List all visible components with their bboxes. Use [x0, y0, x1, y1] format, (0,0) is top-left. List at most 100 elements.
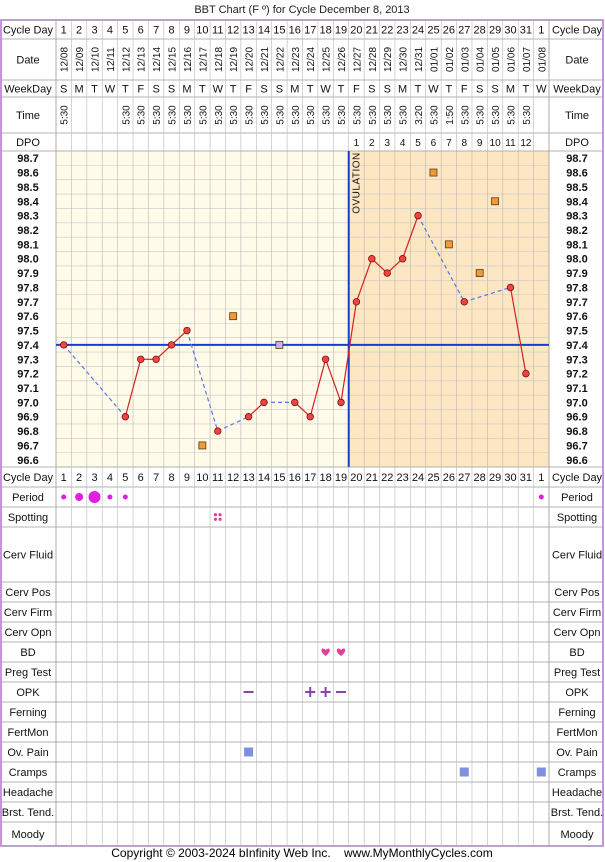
cycle-day-number: 27: [458, 25, 470, 37]
temp-axis-label-left: 97.6: [17, 311, 38, 323]
cycle-day-number: 7: [153, 25, 159, 37]
time-cell: 5:30: [383, 105, 394, 125]
time-cell: 5:30: [460, 105, 471, 125]
time-cell: 5:30: [60, 105, 71, 125]
dpo-cell: 7: [446, 138, 452, 149]
cycle-day-number: 15: [273, 25, 285, 37]
row-label-cycle-day-left: Cycle Day: [3, 25, 54, 37]
temp-axis-label-right: 97.4: [566, 340, 588, 352]
copyright-footer: Copyright © 2003-2024 bInfinity Web Inc.…: [111, 846, 492, 860]
symptom-label-left: Cramps: [9, 767, 48, 779]
cycle-day-number: 12: [227, 25, 239, 37]
symptom-label-left: Ov. Pain: [7, 747, 48, 759]
weekday-cell: S: [368, 84, 375, 96]
temp-axis-label-right: 97.3: [566, 354, 587, 366]
temp-gap-segment: [464, 286, 511, 303]
temp-axis-label-left: 97.0: [17, 397, 38, 409]
period-dot: [538, 494, 544, 500]
cycle-day-number-bottom: 31: [520, 472, 532, 484]
temp-point: [383, 269, 391, 277]
temp-axis-label-left: 98.3: [17, 211, 38, 223]
discarded-temp-point: [198, 441, 207, 450]
weekday-cell: M: [398, 84, 407, 96]
weekday-cell: F: [461, 84, 468, 96]
weekday-cell: W: [320, 84, 331, 96]
symptom-label-right: Ferning: [558, 707, 595, 719]
time-cell: 5:30: [368, 105, 379, 125]
time-cell: 5:30: [214, 105, 225, 125]
temp-point: [337, 398, 345, 407]
weekday-cell: M: [506, 84, 515, 96]
symptom-label-left: Brst. Tend.: [2, 807, 54, 819]
date-cell: 12/10: [91, 47, 102, 72]
temp-axis-label-right: 97.0: [566, 397, 587, 409]
time-cell: 5:30: [399, 105, 410, 125]
weekday-cell: M: [290, 84, 299, 96]
weekday-cell: M: [182, 84, 191, 96]
weekday-cell: S: [491, 84, 498, 96]
weekday-cell: W: [105, 84, 116, 96]
temp-axis-label-right: 97.7: [566, 297, 587, 309]
symptom-label-left: Cerv Opn: [4, 627, 51, 639]
temp-point: [522, 369, 530, 378]
cycle-day-number: 21: [366, 25, 378, 37]
temp-gap-segment: [186, 330, 219, 432]
spotting-dot: [218, 517, 222, 521]
symptom-label-right: Cerv Pos: [554, 587, 600, 599]
temp-axis-label-right: 97.8: [566, 282, 587, 294]
cycle-day-number: 9: [184, 25, 190, 37]
date-cell: 12/08: [60, 47, 71, 72]
cycle-day-number: 11: [212, 25, 223, 37]
discarded-temp-point: [491, 197, 499, 206]
dpo-cell: 11: [505, 138, 516, 149]
date-cell: 12/12: [121, 47, 132, 72]
weekday-cell: F: [353, 84, 360, 96]
symptom-label-left: Period: [12, 492, 44, 504]
cycle-day-number-bottom: 1: [538, 472, 544, 484]
temp-axis-label-right: 98.2: [566, 225, 587, 237]
weekday-cell: T: [122, 84, 129, 96]
weekday-cell: F: [137, 84, 144, 96]
date-cell: 12/31: [414, 47, 425, 72]
temp-axis-label-right: 96.6: [566, 455, 587, 467]
cycle-day-number: 22: [381, 25, 393, 37]
time-cell: 5:30: [198, 105, 209, 125]
cycle-day-number: 26: [443, 25, 455, 37]
temp-gap-segment: [217, 416, 249, 432]
cycle-day-number: 14: [258, 25, 270, 37]
dpo-cell: 2: [369, 138, 375, 149]
temp-point: [214, 427, 222, 435]
cycle-day-number-bottom: 20: [350, 472, 362, 484]
temp-axis-label-right: 98.4: [566, 196, 588, 208]
temp-point: [506, 283, 515, 292]
cycle-day-number: 18: [319, 25, 331, 37]
cycle-day-number-bottom: 14: [258, 472, 270, 484]
date-cell: 01/01: [429, 47, 440, 72]
symptom-label-left: FertMon: [8, 727, 49, 739]
period-dot: [75, 493, 84, 501]
weekday-cell: W: [536, 84, 547, 96]
date-cell: 12/30: [399, 47, 410, 72]
time-cell: 5:30: [506, 105, 517, 125]
temp-axis-label-left: 97.5: [17, 326, 38, 338]
cycle-day-number-bottom: 18: [319, 472, 331, 484]
discarded-temp-point: [475, 269, 484, 277]
temp-axis-label-left: 98.6: [17, 168, 38, 180]
temp-segment: [340, 301, 358, 403]
row-label-weekday-left: WeekDay: [4, 84, 52, 96]
dpo-cell: 6: [431, 138, 437, 149]
temp-axis-label-left: 97.2: [17, 369, 38, 381]
temp-axis-label-left: 97.1: [17, 383, 38, 395]
date-cell: 12/20: [245, 47, 256, 72]
date-cell: 12/16: [183, 47, 194, 72]
cycle-day-number: 6: [138, 25, 144, 37]
spotting-dot: [213, 513, 218, 517]
dpo-cell: 8: [461, 138, 467, 149]
cramps-mark: [459, 767, 469, 777]
cycle-day-number-bottom: 8: [168, 472, 174, 484]
date-cell: 12/26: [337, 47, 348, 72]
symptom-label-right: Spotting: [557, 512, 597, 524]
temp-point: [352, 298, 361, 306]
time-cell: 5:30: [429, 105, 440, 125]
temp-point: [152, 355, 160, 363]
